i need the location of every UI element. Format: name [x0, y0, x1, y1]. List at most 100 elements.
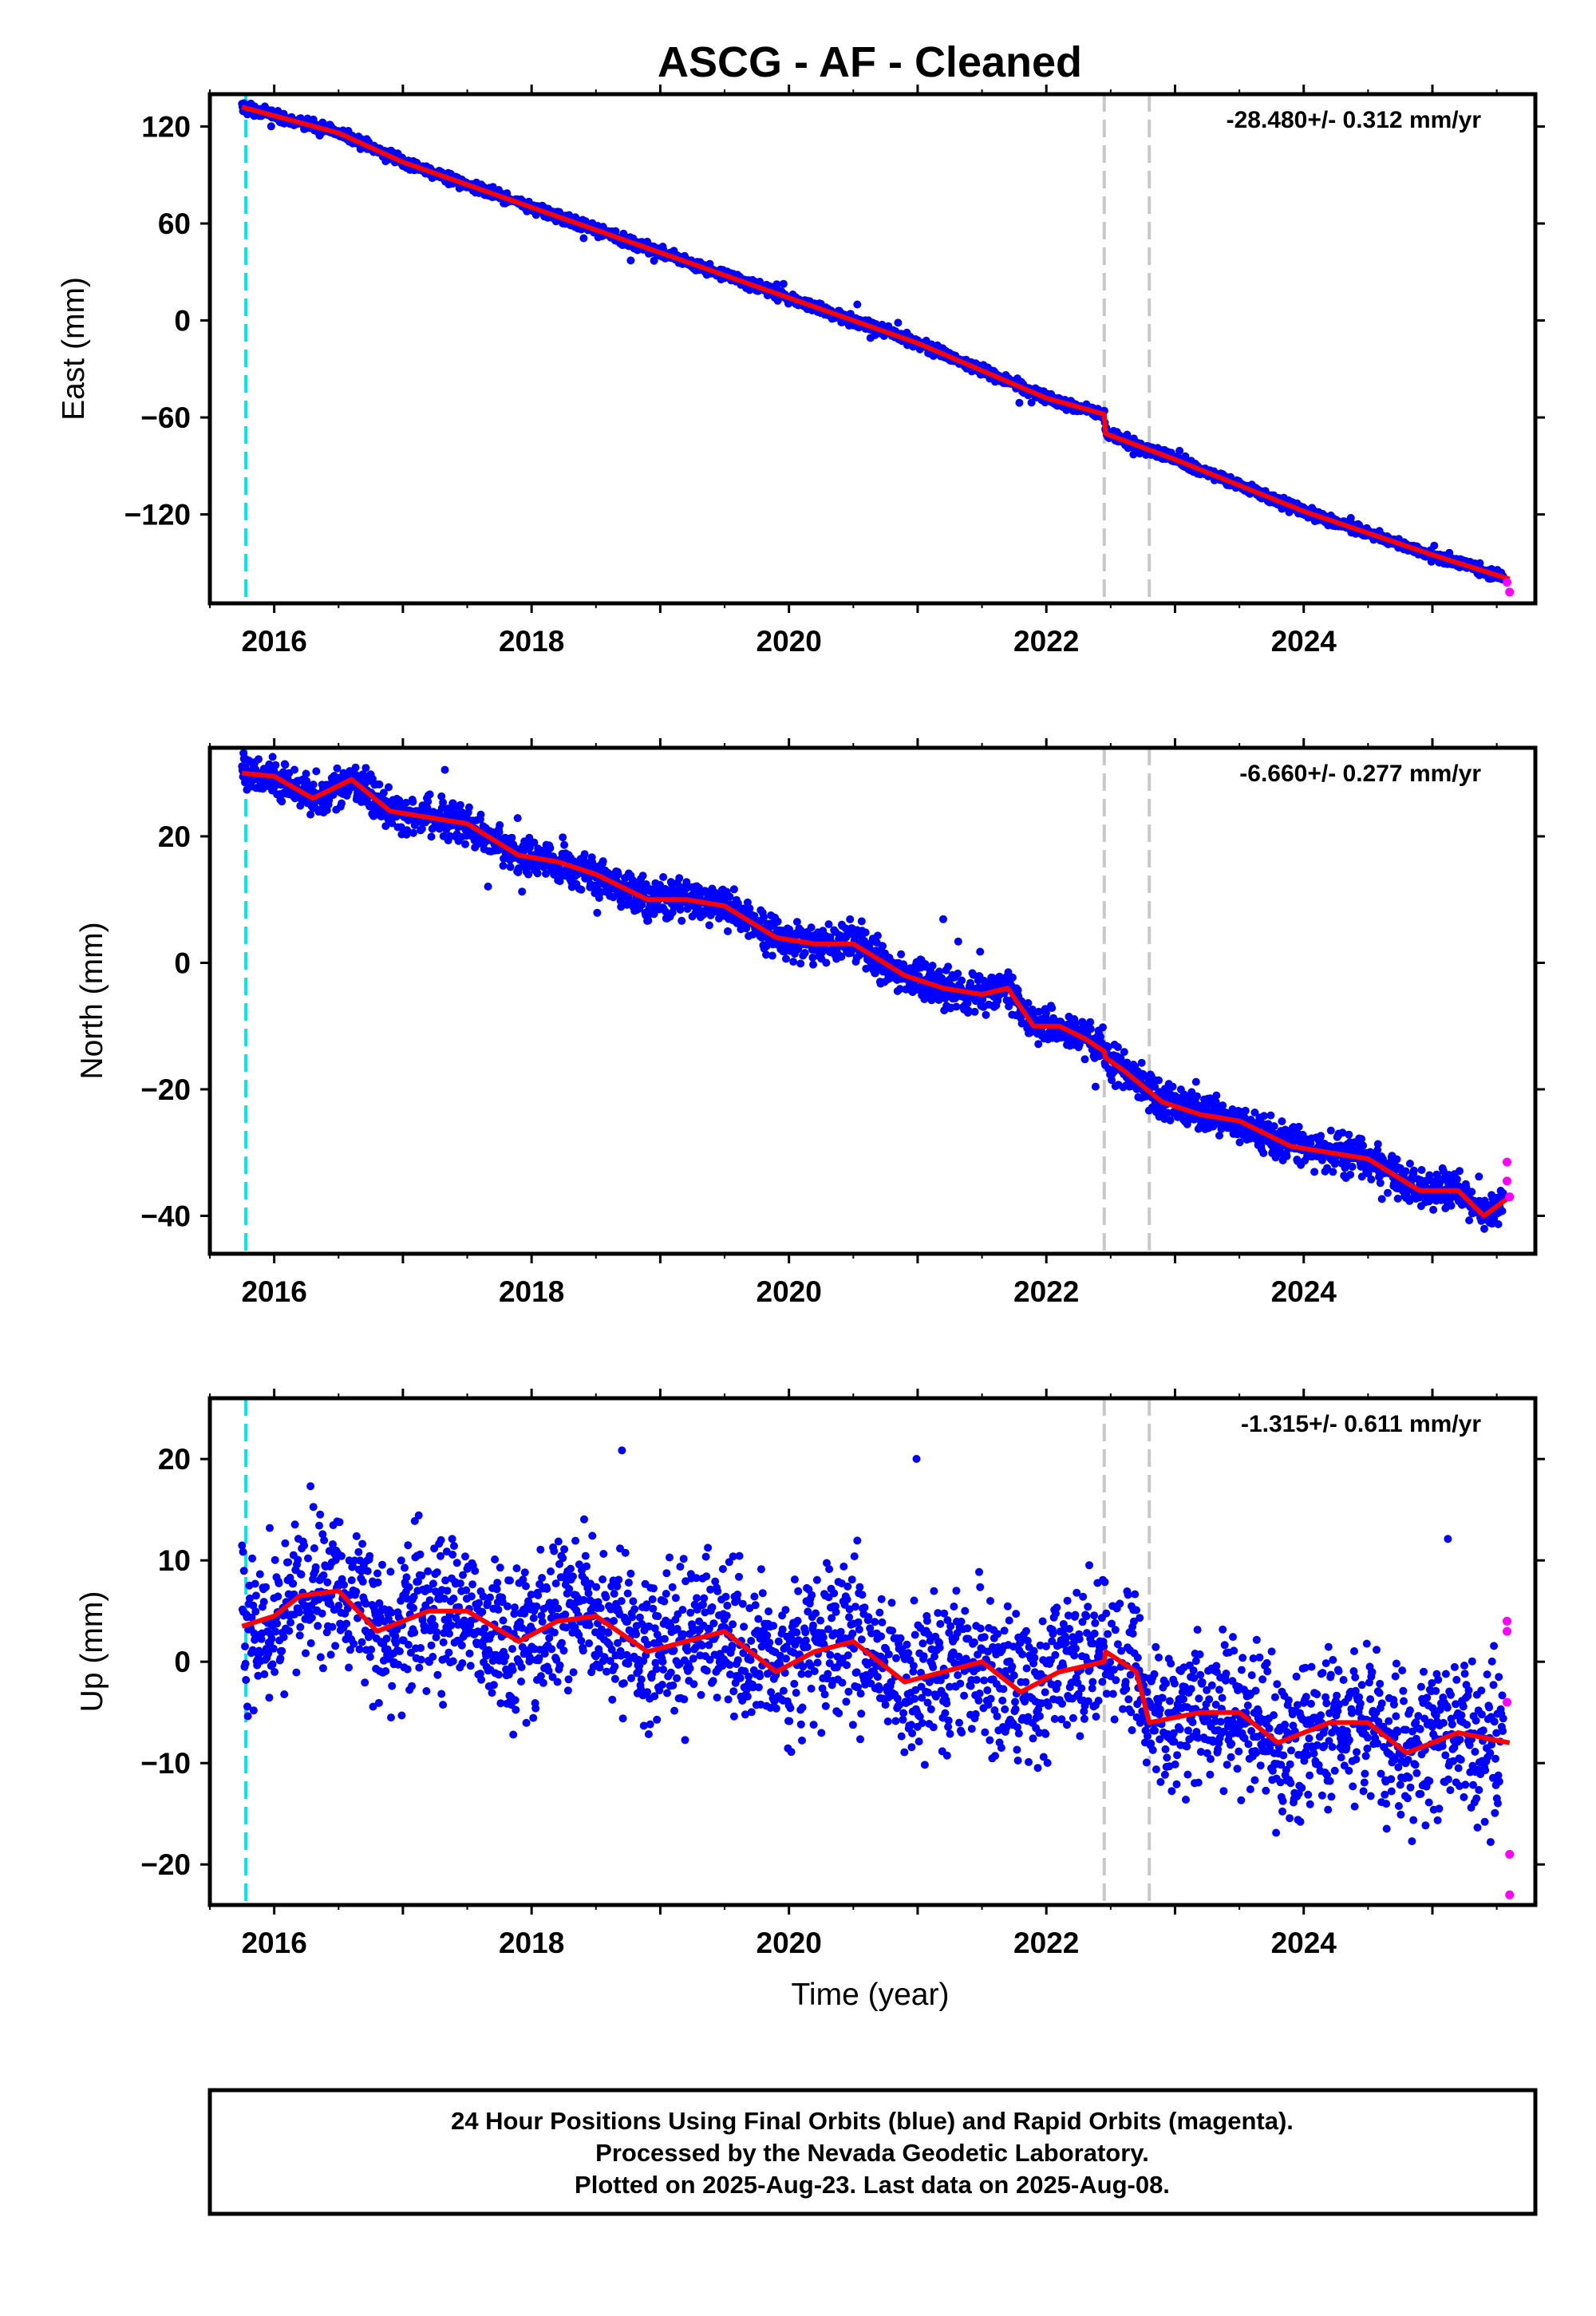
data-point: [779, 279, 788, 288]
data-point: [508, 833, 516, 842]
data-point: [1004, 968, 1013, 977]
data-point: [964, 1006, 973, 1015]
data-point: [375, 780, 384, 788]
data-point: [499, 861, 508, 870]
data-point: [897, 950, 906, 958]
data-point: [1175, 446, 1184, 455]
data-point: [424, 797, 433, 806]
data-point: [1282, 1152, 1291, 1160]
data-point: [846, 915, 855, 923]
data-point: [268, 753, 277, 761]
data-point: [796, 959, 805, 968]
data-point: [1259, 1148, 1268, 1157]
data-point: [1259, 1112, 1268, 1120]
data-point: [397, 823, 405, 832]
data-point: [857, 917, 866, 926]
data-point: [742, 924, 751, 933]
data-point: [1027, 398, 1036, 407]
data-point: [1008, 973, 1017, 982]
series-rapid-orbits: [1503, 578, 1515, 597]
data-point: [895, 985, 904, 994]
data-point: [1212, 1091, 1221, 1100]
data-point: [773, 917, 782, 926]
data-point: [800, 949, 809, 957]
data-point: [626, 256, 635, 265]
data-point: [290, 765, 298, 774]
data-point: [789, 958, 798, 966]
data-point: [385, 783, 393, 792]
rapid-point: [1503, 578, 1512, 587]
x-tick-label: 2016: [241, 625, 306, 658]
data-point: [954, 969, 962, 978]
data-point: [772, 280, 781, 289]
data-point: [1034, 1007, 1043, 1016]
data-point: [682, 878, 691, 887]
data-point: [638, 871, 647, 880]
data-point: [302, 769, 310, 778]
data-point: [555, 877, 564, 886]
data-point: [725, 892, 734, 901]
data-point: [782, 954, 790, 963]
data-point: [745, 904, 754, 913]
data-point: [559, 833, 567, 842]
y-tick-label: −60: [140, 401, 191, 434]
data-point: [1278, 1117, 1286, 1125]
data-point: [939, 915, 947, 923]
data-point: [1155, 1076, 1163, 1085]
data-point: [1323, 1164, 1331, 1172]
data-point: [333, 764, 342, 773]
data-point: [560, 840, 569, 849]
data-point: [1013, 986, 1022, 994]
data-point: [796, 927, 805, 935]
data-point: [1113, 1043, 1122, 1051]
data-point: [1326, 1126, 1335, 1135]
data-point: [464, 803, 473, 812]
data-point: [1096, 1033, 1104, 1041]
data-point: [1317, 1132, 1325, 1140]
data-point: [267, 122, 275, 131]
data-point: [1345, 1130, 1353, 1139]
data-point: [678, 916, 686, 925]
data-point: [476, 810, 485, 819]
data-point: [278, 797, 286, 806]
data-point: [847, 949, 855, 957]
data-point: [1294, 1122, 1303, 1131]
data-point: [1310, 1168, 1319, 1176]
data-point: [1137, 1058, 1146, 1067]
data-point: [1099, 1023, 1107, 1032]
data-point: [1104, 1042, 1112, 1051]
y-tick-label: 120: [141, 111, 191, 144]
data-point: [1108, 1076, 1116, 1085]
data-point: [1086, 1018, 1095, 1026]
data-point: [1168, 1082, 1177, 1091]
data-point: [614, 870, 622, 879]
data-point: [1193, 1092, 1201, 1101]
data-point: [524, 870, 533, 879]
data-point: [808, 953, 817, 962]
data-point: [1329, 1168, 1337, 1176]
data-point: [1116, 1054, 1125, 1063]
data-point: [1041, 1009, 1050, 1018]
data-point: [1091, 1082, 1100, 1091]
data-point: [1266, 1111, 1275, 1120]
data-point: [1338, 1128, 1347, 1137]
plot-content: [238, 94, 1515, 603]
data-point: [417, 824, 426, 833]
data-point: [577, 885, 586, 894]
data-point: [338, 799, 346, 808]
data-point: [255, 755, 263, 764]
data-point: [1048, 1004, 1057, 1012]
data-point: [379, 788, 388, 797]
data-point: [495, 828, 504, 836]
data-point: [644, 916, 653, 925]
data-point: [894, 318, 903, 327]
data-point: [1235, 1138, 1244, 1147]
data-point: [768, 951, 776, 960]
data-point: [1191, 1077, 1200, 1086]
data-point: [1166, 1116, 1175, 1124]
data-point: [837, 952, 846, 961]
y-tick-label: −120: [124, 499, 191, 532]
data-point: [1181, 452, 1190, 460]
data-point: [1086, 1025, 1095, 1034]
